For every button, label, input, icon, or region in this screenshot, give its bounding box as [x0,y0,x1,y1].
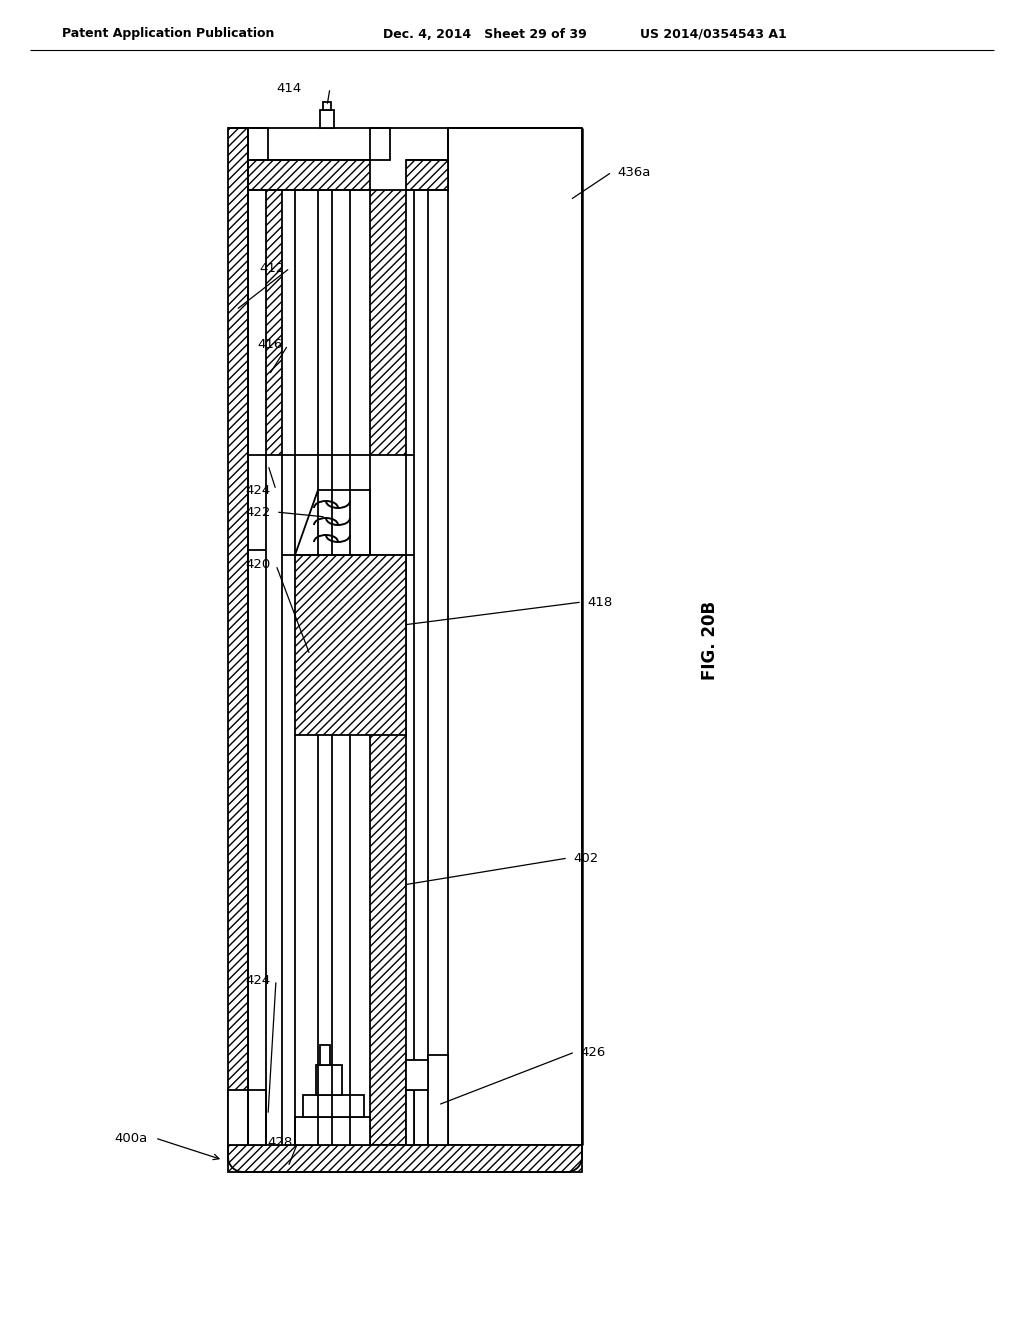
Text: US 2014/0354543 A1: US 2014/0354543 A1 [640,28,786,41]
Bar [295,554,406,735]
Text: Dec. 4, 2014   Sheet 29 of 39: Dec. 4, 2014 Sheet 29 of 39 [383,28,587,41]
Bar [248,160,370,190]
Bar [323,102,331,110]
Text: 422: 422 [246,506,271,519]
Text: 418: 418 [587,595,612,609]
Text: FIG. 20B: FIG. 20B [701,601,719,680]
Text: Patent Application Publication: Patent Application Publication [62,28,274,41]
Text: 400a: 400a [115,1131,148,1144]
Bar [248,128,268,160]
Bar [370,190,406,455]
Text: 424: 424 [246,974,271,986]
Bar [316,1065,342,1096]
Bar [295,1117,370,1144]
Bar [370,128,390,160]
Text: 424: 424 [246,483,271,496]
Text: 416: 416 [258,338,283,351]
Text: 412: 412 [260,261,285,275]
Text: 414: 414 [276,82,302,95]
Bar [248,1090,266,1144]
Bar [228,1144,582,1172]
Bar [319,1045,330,1065]
Text: 426: 426 [580,1045,605,1059]
Bar [414,190,428,1144]
Bar [319,110,334,128]
Bar [449,128,582,1144]
Bar [406,160,449,190]
Text: 420: 420 [246,558,271,572]
Text: 428: 428 [267,1135,293,1148]
Text: 436a: 436a [617,165,650,178]
Bar [370,554,406,1144]
Bar [228,1090,248,1144]
Text: 402: 402 [573,851,598,865]
Bar [428,1055,449,1144]
Bar [406,1090,414,1144]
Polygon shape [295,490,370,554]
Bar [406,1060,428,1090]
Bar [303,1096,364,1117]
Bar [266,190,282,455]
Bar [228,128,248,1144]
